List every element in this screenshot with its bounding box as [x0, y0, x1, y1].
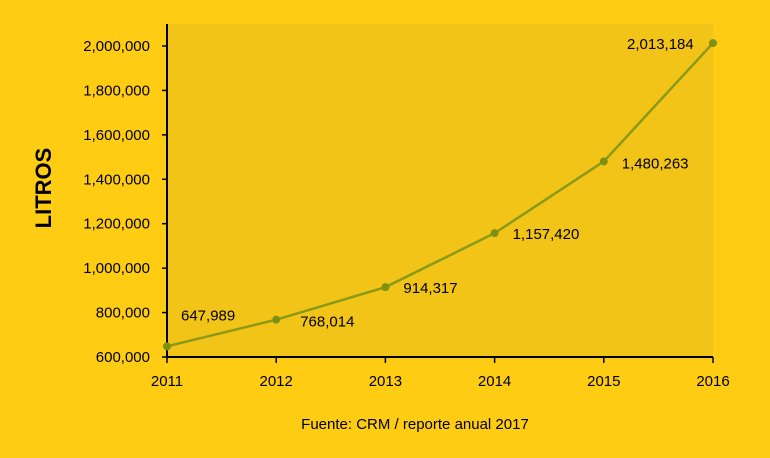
y-tick-label: 600,000 [96, 349, 150, 366]
ticks: 600,000 800,000 1,000,000 1,200,000 1,400,00… [83, 38, 729, 390]
axes [166, 24, 713, 358]
y-tick-label: 1,600,000 [83, 127, 150, 144]
data-point [709, 39, 717, 48]
series-line [166, 42, 714, 348]
plot-area [167, 24, 713, 357]
x-tick-label: 2014 [478, 373, 511, 390]
data-point [163, 342, 171, 351]
x-tick-label: 2016 [696, 373, 729, 390]
x-tick-label: 2013 [369, 373, 402, 390]
y-tick-label: 800,000 [96, 305, 150, 322]
data-label: 1,157,420 [513, 226, 580, 243]
data-label: 914,317 [403, 280, 457, 297]
y-tick-label: 1,200,000 [83, 216, 150, 233]
data-point [490, 229, 499, 238]
data-point [599, 157, 608, 166]
source-note: Fuente: CRM / reporte anual 2017 [301, 416, 529, 433]
y-tick-label: 1,000,000 [83, 260, 150, 277]
series-group [163, 39, 717, 351]
data-label: 768,014 [300, 314, 354, 331]
y-tick-label: 1,400,000 [83, 171, 150, 188]
x-tick-label: 2015 [587, 373, 620, 390]
data-labels: 647,989 768,014 914,317 1,157,420 1,480,263 2… [181, 36, 694, 331]
data-label: 2,013,184 [627, 36, 694, 53]
data-point [381, 283, 390, 292]
data-label: 1,480,263 [622, 155, 689, 172]
data-point [272, 315, 281, 324]
x-tick-label: 2012 [260, 373, 293, 390]
y-tick-label: 2,000,000 [83, 38, 150, 55]
y-tick-label: 1,800,000 [83, 82, 150, 99]
x-tick-label: 2011 [151, 373, 183, 390]
data-label: 647,989 [181, 307, 235, 324]
y-axis-label: LITROS [31, 148, 56, 229]
